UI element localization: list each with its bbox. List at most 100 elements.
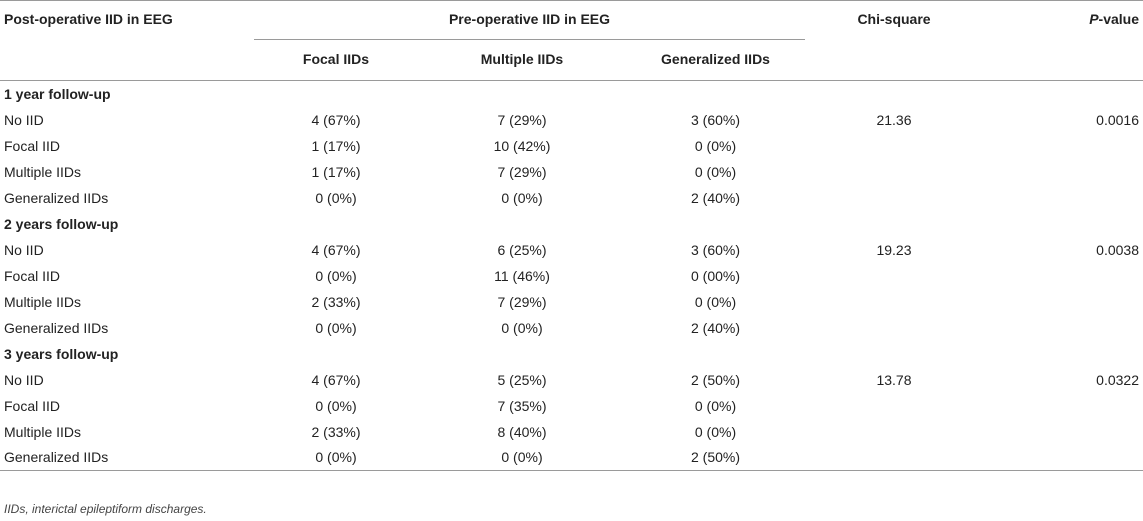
cell-generalized: 0 (0%) — [694, 293, 737, 310]
table-row: Generalized IIDs 0 (0%) 0 (0%) 2 (40%) — [0, 315, 1143, 341]
cell-chi-square — [809, 133, 979, 159]
header-multiple: Multiple IIDs — [480, 50, 564, 67]
header-pre-operative-group: Pre-operative IID in EEG — [250, 0, 809, 40]
table-row: Generalized IIDs 0 (0%) 0 (0%) 2 (40%) — [0, 185, 1143, 211]
cell-focal: 0 (0%) — [315, 189, 357, 206]
table-row: Focal IID 0 (0%) 7 (35%) 0 (0%) — [0, 393, 1143, 419]
row-label: Generalized IIDs — [4, 189, 109, 206]
cell-chi-square — [809, 393, 979, 419]
cell-generalized: 0 (0%) — [694, 137, 737, 154]
table-footnote: IIDs, interictal epileptiform discharges… — [4, 502, 207, 516]
row-label: Focal IID — [4, 267, 61, 284]
cell-p-value — [979, 393, 1143, 419]
section-row: 3 years follow-up — [0, 341, 1143, 367]
cell-p-value — [979, 419, 1143, 445]
cell-chi-square — [809, 444, 979, 471]
section-title: 1 year follow-up — [4, 85, 111, 102]
section-row: 1 year follow-up — [0, 81, 1143, 107]
cell-chi-square: 13.78 — [876, 371, 912, 388]
cell-focal: 0 (0%) — [315, 397, 357, 414]
row-label: No IID — [4, 241, 44, 258]
cell-multiple: 7 (29%) — [497, 293, 547, 310]
cell-chi-square — [809, 263, 979, 289]
table-row: Multiple IIDs 2 (33%) 8 (40%) 0 (0%) — [0, 419, 1143, 445]
cell-chi-square — [809, 159, 979, 185]
cell-p-value — [979, 263, 1143, 289]
cell-focal: 0 (0%) — [315, 319, 357, 336]
cell-p-value — [979, 185, 1143, 211]
table-body: 1 year follow-up No IID 4 (67%) 7 (29%) 3 (6… — [0, 81, 1143, 471]
cell-generalized: 0 (0%) — [694, 423, 737, 440]
cell-chi-square: 21.36 — [876, 111, 912, 128]
section-row: 2 years follow-up — [0, 211, 1143, 237]
cell-generalized: 0 (0%) — [694, 397, 737, 414]
cell-focal: 2 (33%) — [311, 423, 361, 440]
cell-focal: 4 (67%) — [311, 371, 361, 388]
header-p-italic: P — [1089, 11, 1099, 27]
cell-p-value: 0.0322 — [1096, 371, 1139, 388]
cell-multiple: 8 (40%) — [497, 423, 547, 440]
cell-focal: 4 (67%) — [311, 241, 361, 258]
table-row: Focal IID 0 (0%) 11 (46%) 0 (00%) — [0, 263, 1143, 289]
header-row-1: Post-operative IID in EEG Pre-operative … — [0, 0, 1143, 81]
cell-p-value — [979, 159, 1143, 185]
section-title: 3 years follow-up — [4, 345, 119, 362]
table-row: No IID 4 (67%) 7 (29%) 3 (60%) 21.36 0.0016 — [0, 107, 1143, 133]
cell-focal: 0 (0%) — [250, 444, 422, 471]
cell-p-value — [979, 289, 1143, 315]
row-label: No IID — [4, 371, 44, 388]
row-label: No IID — [4, 111, 44, 128]
cell-multiple: 11 (46%) — [494, 267, 550, 284]
cell-multiple: 7 (29%) — [497, 163, 547, 180]
table-row: Focal IID 1 (17%) 10 (42%) 0 (0%) — [0, 133, 1143, 159]
cell-generalized: 2 (50%) — [622, 444, 809, 471]
cell-focal: 1 (17%) — [311, 137, 361, 154]
row-label: Multiple IIDs — [4, 293, 82, 310]
table-row: No IID 4 (67%) 5 (25%) 2 (50%) 13.78 0.0322 — [0, 367, 1143, 393]
row-label: Generalized IIDs — [0, 444, 250, 471]
cell-generalized: 2 (40%) — [690, 319, 741, 336]
cell-multiple: 0 (0%) — [501, 319, 543, 336]
cell-generalized: 2 (40%) — [690, 189, 741, 206]
table-row: Multiple IIDs 2 (33%) 7 (29%) 0 (0%) — [0, 289, 1143, 315]
cell-focal: 1 (17%) — [311, 163, 361, 180]
cell-generalized: 3 (60%) — [690, 111, 741, 128]
cell-generalized: 0 (0%) — [694, 163, 737, 180]
cell-multiple: 10 (42%) — [493, 137, 551, 154]
cell-multiple: 5 (25%) — [497, 371, 547, 388]
row-label: Multiple IIDs — [4, 163, 82, 180]
table-row: Generalized IIDs 0 (0%) 0 (0%) 2 (50%) — [0, 444, 1143, 471]
cell-p-value — [979, 315, 1143, 341]
cell-multiple: 0 (0%) — [501, 189, 543, 206]
cell-focal: 4 (67%) — [311, 111, 361, 128]
cell-chi-square — [809, 289, 979, 315]
cell-chi-square — [809, 419, 979, 445]
header-generalized: Generalized IIDs — [661, 50, 770, 67]
row-label: Focal IID — [4, 397, 61, 414]
header-focal: Focal IIDs — [302, 50, 370, 67]
cell-p-value — [979, 444, 1143, 471]
cell-generalized: 3 (60%) — [690, 241, 741, 258]
table-row: Multiple IIDs 1 (17%) 7 (29%) 0 (0%) — [0, 159, 1143, 185]
header-chi-square: Chi-square — [809, 0, 979, 81]
cell-focal: 2 (33%) — [311, 293, 361, 310]
row-label: Generalized IIDs — [4, 319, 109, 336]
group-underline — [254, 38, 805, 40]
section-title: 2 years follow-up — [4, 215, 119, 232]
table-row: No IID 4 (67%) 6 (25%) 3 (60%) 19.23 0.0038 — [0, 237, 1143, 263]
cell-multiple: 6 (25%) — [497, 241, 547, 258]
cell-generalized: 2 (50%) — [690, 371, 741, 388]
header-row-2: Focal IIDs Multiple IIDs Generalized IID… — [0, 39, 1143, 81]
cell-generalized: 0 (00%) — [690, 267, 741, 284]
header-pre-operative-label: Pre-operative IID in EEG — [448, 11, 611, 27]
cell-p-value — [979, 133, 1143, 159]
cell-p-value: 0.0038 — [1096, 241, 1139, 258]
cell-focal: 0 (0%) — [315, 267, 357, 284]
row-label: Focal IID — [4, 137, 61, 154]
header-p-value: P-value — [979, 0, 1143, 81]
cell-multiple: 7 (35%) — [497, 397, 547, 414]
cell-chi-square: 19.23 — [876, 241, 912, 258]
header-p-rest: -value — [1098, 11, 1139, 27]
row-label: Multiple IIDs — [4, 423, 82, 440]
